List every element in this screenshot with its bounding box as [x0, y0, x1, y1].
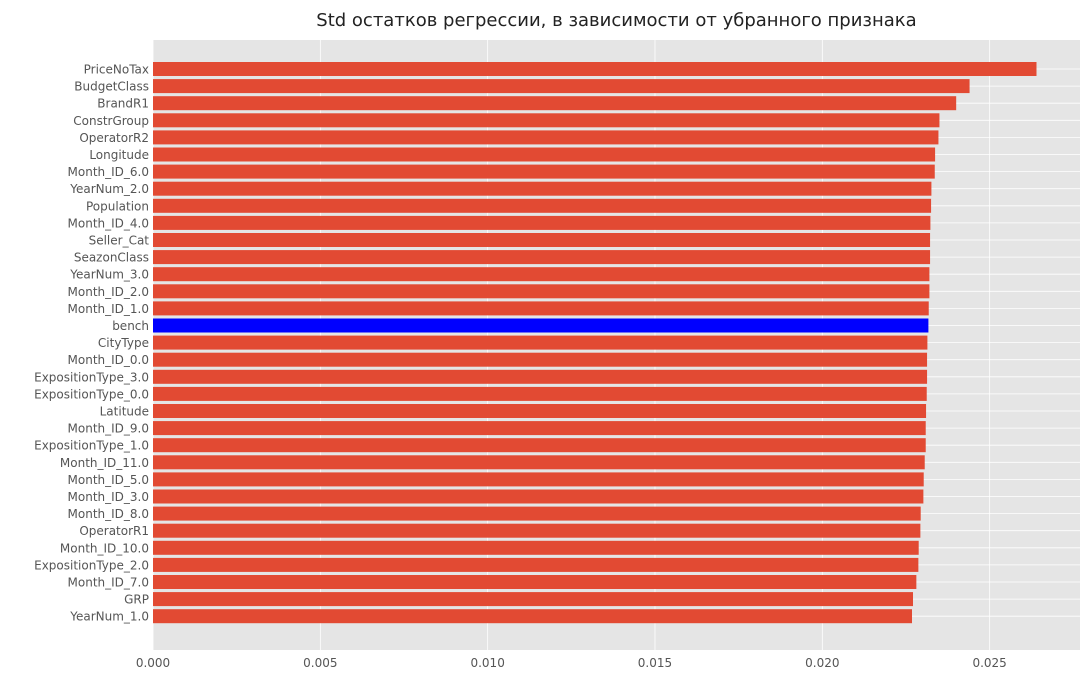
y-tick-label: ExpositionType_2.0: [34, 558, 149, 572]
y-tick-label: Population: [86, 199, 149, 213]
bar-pricenotax: [153, 62, 1037, 76]
bar-latitude: [153, 404, 927, 418]
y-tick-label: Month_ID_6.0: [68, 165, 149, 179]
y-tick-label: Month_ID_3.0: [68, 490, 149, 504]
y-tick-label: Month_ID_2.0: [68, 285, 149, 299]
y-tick-label: GRP: [124, 593, 149, 607]
bar-operatorr1: [153, 523, 921, 538]
bar-bench: [153, 318, 929, 333]
y-tick-label: Seller_Cat: [89, 234, 150, 248]
bar-month-id-11-0: [153, 455, 925, 470]
bar-expositiontype-1-0: [153, 438, 926, 453]
y-tick-label: Month_ID_9.0: [68, 422, 149, 436]
bar-brandr1: [153, 96, 957, 111]
bar-month-id-0-0: [153, 352, 928, 367]
bar-month-id-7-0: [153, 575, 917, 589]
x-tick-labels: 0.000 0.005 0.010 0.015 0.020 0.025: [136, 656, 1007, 670]
bar-month-id-3-0: [153, 489, 924, 504]
bar-constrgroup: [153, 113, 940, 128]
bar-month-id-9-0: [153, 421, 926, 436]
bar-expositiontype-0-0: [153, 386, 927, 401]
y-tick-label: Latitude: [100, 405, 149, 419]
y-tick-labels: PriceNoTax BudgetClass BrandR1 ConstrGroup O…: [34, 63, 149, 624]
bar-budgetclass: [153, 79, 970, 94]
y-tick-label: Month_ID_0.0: [68, 353, 149, 367]
bar-grp: [153, 592, 914, 607]
bar-month-id-8-0: [153, 506, 921, 521]
y-tick-label: Month_ID_7.0: [68, 576, 149, 590]
bars: [153, 62, 1037, 624]
x-tick-label: 0.005: [303, 656, 337, 670]
y-tick-label: Longitude: [89, 148, 149, 162]
bar-month-id-10-0: [153, 540, 919, 555]
bar-yearnum-2-0: [153, 181, 932, 196]
x-tick-label: 0.025: [972, 656, 1006, 670]
y-tick-label: YearNum_2.0: [69, 182, 149, 196]
y-tick-label: Month_ID_1.0: [68, 302, 149, 316]
y-tick-label: PriceNoTax: [84, 63, 149, 77]
x-tick-label: 0.010: [470, 656, 504, 670]
bar-month-id-5-0: [153, 472, 924, 487]
y-tick-label: OperatorR1: [79, 524, 149, 538]
x-tick-label: 0.015: [638, 656, 672, 670]
bar-operatorr2: [153, 130, 939, 145]
y-tick-label: ConstrGroup: [73, 114, 149, 128]
bar-seller-cat: [153, 233, 931, 247]
y-tick-label: ExpositionType_0.0: [34, 387, 149, 401]
bar-yearnum-1-0: [153, 609, 913, 624]
bar-month-id-4-0: [153, 215, 931, 230]
bar-expositiontype-3-0: [153, 369, 928, 384]
y-tick-label: bench: [112, 319, 149, 333]
chart-title: Std остатков регрессии, в зависимости от…: [316, 10, 916, 31]
bar-citytype: [153, 335, 928, 350]
y-tick-label: Month_ID_10.0: [60, 541, 149, 555]
y-tick-label: Month_ID_8.0: [68, 507, 149, 521]
y-tick-label: SeazonClass: [74, 251, 149, 265]
y-tick-label: ExpositionType_1.0: [34, 439, 149, 453]
y-tick-label: YearNum_1.0: [69, 610, 149, 624]
y-tick-label: YearNum_3.0: [69, 268, 149, 282]
y-tick-label: BudgetClass: [74, 80, 149, 94]
bar-month-id-1-0: [153, 301, 929, 316]
y-tick-label: CityType: [98, 336, 149, 350]
y-tick-label: OperatorR2: [79, 131, 149, 145]
bar-longitude: [153, 147, 936, 162]
y-tick-label: Month_ID_4.0: [68, 216, 149, 230]
bar-yearnum-3-0: [153, 267, 930, 282]
bar-expositiontype-2-0: [153, 557, 919, 572]
bar-seazonclass: [153, 250, 931, 265]
bar-month-id-6-0: [153, 164, 935, 179]
y-tick-label: BrandR1: [97, 97, 149, 111]
y-tick-label: Month_ID_11.0: [60, 456, 149, 470]
x-tick-label: 0.000: [136, 656, 170, 670]
y-tick-label: ExpositionType_3.0: [34, 370, 149, 384]
bar-population: [153, 198, 932, 213]
y-tick-label: Month_ID_5.0: [68, 473, 149, 487]
bar-month-id-2-0: [153, 284, 930, 299]
x-tick-label: 0.020: [805, 656, 839, 670]
